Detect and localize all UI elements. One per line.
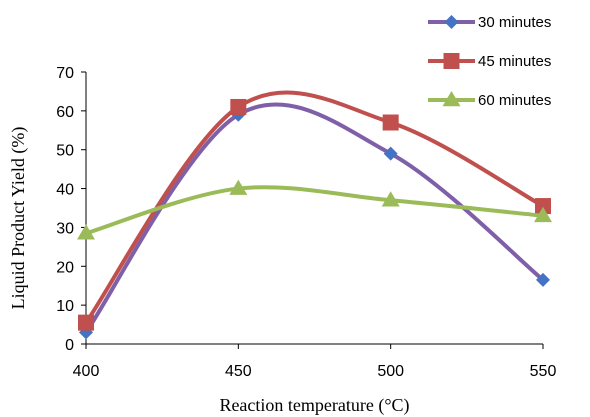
series-line bbox=[84, 102, 545, 334]
y-axis-title: Liquid Product Yield (%) bbox=[8, 127, 29, 310]
legend-marker bbox=[442, 91, 461, 107]
data-point bbox=[534, 206, 552, 223]
data-point bbox=[535, 198, 551, 215]
series-2 bbox=[78, 90, 551, 331]
legend-label: 30 minutes bbox=[478, 14, 551, 31]
data-point bbox=[230, 98, 247, 115]
y-tick-label: 70 bbox=[56, 65, 74, 82]
x-tick-label: 450 bbox=[225, 363, 252, 380]
legend-entry: 30 minutes bbox=[428, 14, 551, 31]
y-tick-label: 20 bbox=[56, 259, 74, 276]
x-tick-label: 550 bbox=[530, 363, 557, 380]
series-3 bbox=[77, 179, 552, 240]
data-point bbox=[383, 146, 398, 161]
x-tick-label: 500 bbox=[377, 363, 404, 380]
x-tick-label: 400 bbox=[73, 363, 100, 380]
x-axis-title: Reaction temperature (°C) bbox=[219, 395, 409, 416]
series-layer bbox=[77, 90, 552, 340]
data-point bbox=[78, 314, 94, 331]
data-point bbox=[536, 272, 550, 287]
legend-entry: 45 minutes bbox=[428, 53, 551, 70]
legend: 30 minutes 45 minutes 60 minutes bbox=[428, 14, 551, 109]
y-tick-label: 40 bbox=[56, 182, 74, 199]
y-axis-ticks: 0 10 20 30 40 50 60 70 bbox=[56, 65, 86, 354]
series-line bbox=[85, 185, 544, 236]
y-tick-label: 10 bbox=[56, 298, 74, 315]
y-tick-label: 50 bbox=[56, 143, 74, 160]
y-tick-label: 60 bbox=[56, 104, 74, 121]
y-tick-label: 0 bbox=[65, 337, 74, 354]
data-point bbox=[77, 224, 95, 240]
legend-label: 45 minutes bbox=[478, 53, 551, 70]
data-point bbox=[381, 191, 400, 207]
data-point bbox=[229, 179, 248, 195]
plot-area: 0 10 20 30 40 50 60 70 400 450 500 550 bbox=[56, 65, 556, 380]
legend-marker bbox=[443, 53, 460, 69]
data-point bbox=[382, 114, 399, 131]
y-tick-label: 30 bbox=[56, 220, 74, 237]
series-line bbox=[84, 90, 544, 324]
x-axis-ticks: 400 450 500 550 bbox=[73, 344, 557, 380]
legend-entry: 60 minutes bbox=[428, 91, 551, 109]
legend-label: 60 minutes bbox=[478, 92, 551, 109]
legend-marker bbox=[444, 15, 459, 29]
